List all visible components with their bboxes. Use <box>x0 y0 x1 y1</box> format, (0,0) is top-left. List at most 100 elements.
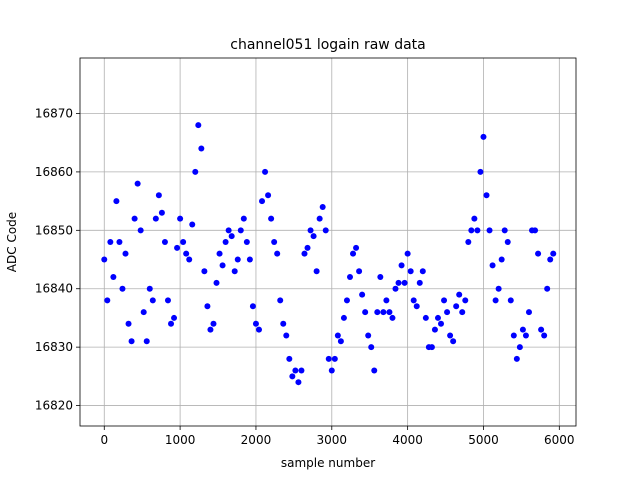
data-points <box>101 122 557 386</box>
data-point <box>268 215 275 222</box>
data-point <box>413 303 420 310</box>
data-point <box>255 326 262 333</box>
data-point <box>368 344 375 351</box>
data-point <box>101 256 108 263</box>
data-point <box>459 309 466 316</box>
data-point <box>171 314 178 321</box>
data-point <box>234 256 241 263</box>
data-point <box>243 239 250 245</box>
data-point <box>277 297 284 304</box>
y-tick-label: 16830 <box>35 340 73 354</box>
data-point <box>525 309 532 316</box>
data-point <box>340 314 347 321</box>
data-point <box>328 367 335 374</box>
data-point <box>216 250 223 257</box>
data-point <box>131 215 138 222</box>
data-point <box>331 355 338 362</box>
data-point <box>398 262 405 269</box>
data-point <box>325 355 332 362</box>
data-point <box>438 320 445 327</box>
data-point <box>155 192 162 199</box>
data-point <box>152 215 159 222</box>
data-point <box>489 262 496 269</box>
data-point <box>428 344 435 351</box>
data-point <box>486 227 493 234</box>
data-point <box>110 274 117 281</box>
data-point <box>113 198 120 205</box>
data-point <box>259 198 266 205</box>
data-point <box>495 285 502 292</box>
data-point <box>189 221 196 228</box>
data-point <box>146 285 153 292</box>
data-point <box>240 215 247 222</box>
data-point <box>535 250 542 257</box>
plot-frame <box>79 57 577 427</box>
data-point <box>492 297 499 304</box>
data-point <box>516 344 523 351</box>
data-point <box>295 379 302 386</box>
data-point <box>174 244 181 251</box>
data-point <box>377 274 384 281</box>
data-point <box>444 309 451 316</box>
chart-title: channel051 logain raw data <box>230 37 425 53</box>
data-point <box>386 309 393 316</box>
data-point <box>204 303 211 310</box>
data-point <box>128 338 135 345</box>
data-point <box>371 367 378 374</box>
data-point <box>353 244 360 251</box>
data-point <box>477 168 484 175</box>
y-tick-label: 16840 <box>35 282 73 296</box>
data-point <box>116 239 123 245</box>
data-point <box>362 309 369 316</box>
x-axis-title: sample number <box>281 456 375 470</box>
x-tick-label: 4000 <box>392 433 423 447</box>
data-point <box>465 239 472 245</box>
data-point <box>316 215 323 222</box>
data-point <box>298 367 305 374</box>
data-point <box>262 168 269 175</box>
data-point <box>504 239 511 245</box>
y-axis: 16820 16830 16840 16850 16860 16870 <box>35 106 80 413</box>
data-point <box>389 314 396 321</box>
data-point <box>550 250 557 257</box>
x-tick-label: 5000 <box>468 433 499 447</box>
data-point <box>192 168 199 175</box>
data-point <box>416 279 423 286</box>
data-point <box>334 332 341 339</box>
data-point <box>522 332 529 339</box>
data-point <box>468 227 475 234</box>
data-point <box>365 332 372 339</box>
data-point <box>395 279 402 286</box>
data-point <box>419 268 426 275</box>
data-point <box>207 326 214 333</box>
data-point <box>164 297 171 304</box>
data-point <box>186 256 193 263</box>
data-point <box>434 314 441 321</box>
data-point <box>431 326 438 333</box>
data-point <box>228 233 235 240</box>
data-point <box>507 297 514 304</box>
data-point <box>359 291 366 298</box>
data-point <box>404 250 411 257</box>
data-point <box>213 279 220 286</box>
data-point <box>183 250 190 257</box>
data-point <box>337 338 344 345</box>
x-tick-label: 6000 <box>544 433 575 447</box>
data-point <box>513 355 520 362</box>
data-point <box>122 250 129 257</box>
data-point <box>410 297 417 304</box>
data-point <box>474 227 481 234</box>
data-point <box>119 285 126 292</box>
x-tick-label: 2000 <box>241 433 272 447</box>
data-point <box>307 227 314 234</box>
data-point <box>319 203 326 210</box>
data-point <box>134 180 141 187</box>
data-point <box>456 291 463 298</box>
data-point <box>201 268 208 275</box>
data-point <box>289 373 296 380</box>
data-point <box>195 122 202 129</box>
data-point <box>343 297 350 304</box>
data-point <box>453 303 460 310</box>
